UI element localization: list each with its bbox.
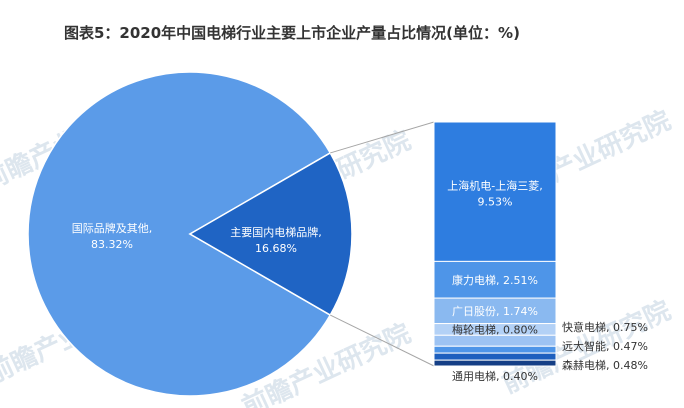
pie-label-0: 国际品牌及其他, (72, 221, 153, 235)
chart-title: 图表5：2020年中国电梯行业主要上市企业产量占比情况(单位：%) (64, 24, 520, 42)
bar-side-label-5: 远大智能, 0.47% (562, 339, 648, 353)
bar-label-0: 上海机电-上海三菱, (447, 179, 542, 193)
pie-slice-domestic (188, 151, 353, 317)
bar-segment-4 (433, 334, 557, 347)
bar-segment-1 (433, 260, 557, 299)
bar-label-3: 梅轮电梯, 0.80% (452, 322, 538, 336)
pie-value-1: 16.68% (255, 242, 297, 255)
connector-lines (330, 121, 435, 367)
pie-chart: 国际品牌及其他, 83.32% 主要国内电梯品牌, 16.68% (27, 71, 353, 397)
bar-label-2: 广日股份, 1.74% (452, 305, 538, 318)
pie-value-0: 83.32% (91, 238, 133, 251)
bar-segment-7 (433, 359, 557, 367)
bar-segment-5 (433, 345, 557, 354)
bar-segment-6 (433, 352, 557, 361)
bar-side-label-6: 森赫电梯, 0.48% (562, 358, 648, 372)
connector-bottom (330, 314, 435, 367)
bar-value-0: 9.53% (478, 196, 513, 209)
pie-label-1: 主要国内电梯品牌, (230, 225, 322, 239)
pie-slice-international (27, 71, 332, 397)
bar-below-label-7: 通用电梯, 0.40% (452, 370, 538, 383)
breakdown-labels: 上海机电-上海三菱, 9.53% 康力电梯, 2.51% 广日股份, 1.74% 梅轮电… (447, 179, 648, 383)
breakdown-bar (433, 121, 557, 367)
connector-top (330, 121, 435, 154)
bar-side-label-4: 快意电梯, 0.75% (562, 320, 648, 334)
bar-segment-2 (433, 297, 557, 325)
bar-label-1: 康力电梯, 2.51% (452, 273, 538, 287)
